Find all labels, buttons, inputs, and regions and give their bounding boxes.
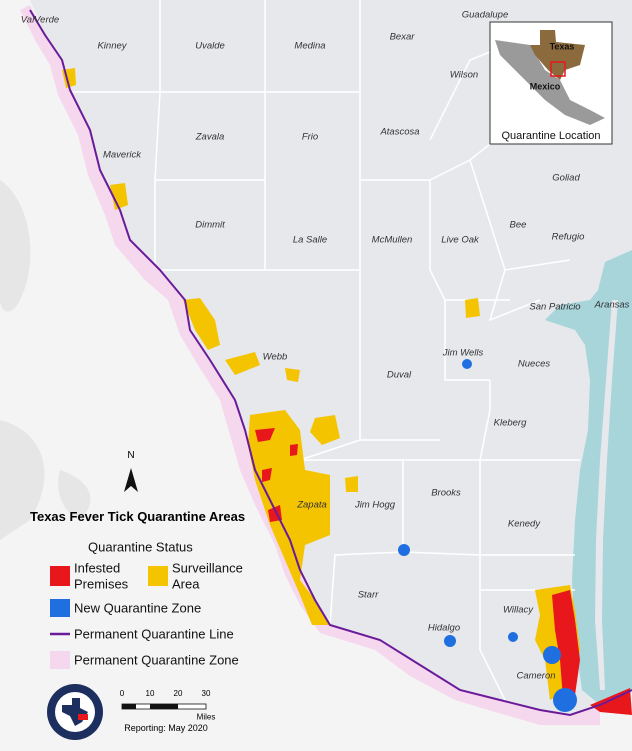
agency-logo xyxy=(47,684,103,740)
legend-label: Infested xyxy=(74,560,120,575)
inset-title: Quarantine Location xyxy=(501,130,600,142)
county-label: Frio xyxy=(302,132,318,143)
county-label: Hidalgo xyxy=(428,623,460,634)
county-label: Zapata xyxy=(296,500,327,511)
legend-title: Texas Fever Tick Quarantine Areas xyxy=(30,509,245,524)
county-label: Refugio xyxy=(552,232,585,243)
county-label: Jim Hogg xyxy=(354,500,396,511)
permanent-quarantine-line xyxy=(29,9,632,717)
county-label: Maverick xyxy=(103,150,142,161)
county-label: Willacy xyxy=(503,605,534,616)
inset-label: Mexico xyxy=(530,81,561,91)
county-label: Dimmit xyxy=(195,220,225,231)
county-label: Atascosa xyxy=(379,127,419,138)
north-arrow xyxy=(124,468,138,492)
county-label: Kenedy xyxy=(508,519,541,530)
scale-tick-label: 30 xyxy=(202,689,211,698)
county-label: Cameron xyxy=(516,671,555,682)
inset-label: Texas xyxy=(550,41,575,51)
north-arrow-label: N xyxy=(127,450,134,461)
county-label: Jim Wells xyxy=(442,348,484,359)
legend-swatch xyxy=(50,599,70,617)
county-label: Live Oak xyxy=(441,235,480,246)
new-quarantine-zones xyxy=(398,359,577,712)
legend-swatch xyxy=(148,566,168,586)
scale-bar xyxy=(121,703,207,710)
scale-tick-label: 10 xyxy=(146,689,155,698)
county-label: Duval xyxy=(387,370,412,381)
county-label: Zavala xyxy=(195,132,225,143)
terrain xyxy=(0,180,91,540)
scale-unit: Miles xyxy=(197,713,216,722)
scale-tick-label: 20 xyxy=(174,689,183,698)
county-label: Uvalde xyxy=(195,41,225,52)
county-label: Starr xyxy=(358,590,379,601)
legend-label: Area xyxy=(172,576,200,591)
county-label: Webb xyxy=(263,352,288,363)
county-label: Brooks xyxy=(431,488,461,499)
county-label: Medina xyxy=(294,41,325,52)
county-label: Bee xyxy=(510,220,527,231)
legend-label: Surveillance xyxy=(172,560,243,575)
county-label: Kleberg xyxy=(494,418,527,429)
legend-swatch xyxy=(50,651,70,669)
county-label: Aransas xyxy=(594,300,630,311)
county-label: La Salle xyxy=(293,235,327,246)
legend-heading: Quarantine Status xyxy=(88,539,193,554)
scale-tick-label: 0 xyxy=(120,689,125,698)
legend-label: Permanent Quarantine Line xyxy=(74,626,234,641)
inset-map: Texas Mexico Quarantine Location xyxy=(489,21,613,145)
county-label: Kinney xyxy=(97,41,127,52)
legend-label: Premises xyxy=(74,576,129,591)
county-label: Guadalupe xyxy=(462,10,508,21)
county-label: Wilson xyxy=(450,70,478,81)
county-label: Nueces xyxy=(518,359,550,370)
footer: Reporting: May 2020 xyxy=(124,723,208,733)
legend-swatch xyxy=(50,566,70,586)
county-label: ValVerde xyxy=(21,15,59,26)
county-label: McMullen xyxy=(372,235,413,246)
county-label: Goliad xyxy=(552,173,580,184)
county-labels: ValVerde Kinney Uvalde Medina Bexar Guad… xyxy=(21,10,630,682)
county-label: Bexar xyxy=(390,32,416,43)
legend-label: Permanent Quarantine Zone xyxy=(74,652,239,667)
county-label: San Patricio xyxy=(529,302,580,313)
barrier-island xyxy=(595,300,618,690)
legend-label: New Quarantine Zone xyxy=(74,600,201,615)
